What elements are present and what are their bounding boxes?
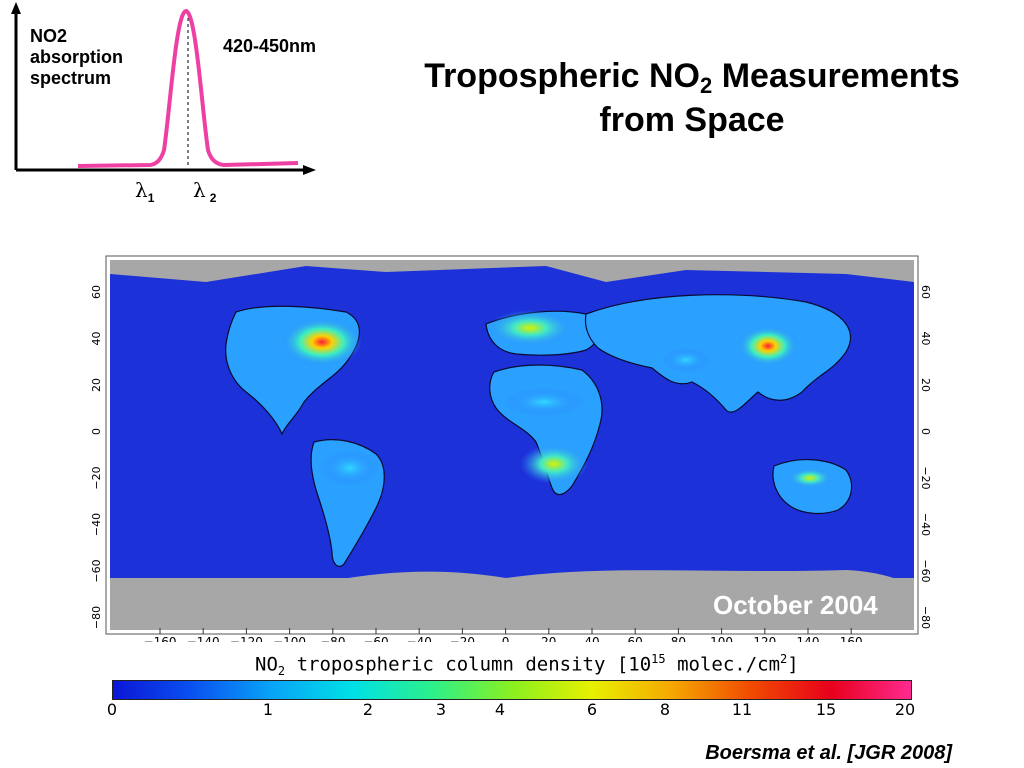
cb-title-part: ]: [787, 653, 799, 676]
longitude-tick-labels: −160 −140 −120 −100 −80 −60 −40 −20 0 20 40 60 80 100…: [144, 628, 863, 642]
y-axis-arrow-icon: [11, 2, 21, 14]
no2-world-map: −160 −140 −120 −100 −80 −60 −40 −20 0 20 40 60 80 100…: [86, 252, 936, 642]
x-axis-arrow-icon: [303, 165, 316, 175]
lon-tick-label: 140: [797, 635, 820, 642]
cb-title-part: tropospheric column density [10: [285, 653, 652, 676]
lat-tick-label: −60: [919, 559, 932, 582]
spectrum-title-line: spectrum: [30, 68, 112, 88]
wavelength-band-label: 420-450nm: [223, 36, 317, 56]
lon-tick-label: 0: [502, 635, 510, 642]
lon-tick-label: 120: [753, 635, 776, 642]
colorbar-tick-label: 15: [815, 700, 837, 719]
lat-tick-label: 20: [90, 378, 103, 392]
lambda1-label: λ1: [135, 180, 154, 209]
latitude-tick-labels-left: 60 40 20 0 −20 −40 −60 −80: [90, 285, 103, 629]
colorbar-tick-label: 4: [494, 700, 506, 719]
colorbar-tick-label: 6: [586, 700, 598, 719]
lat-tick-label: 20: [919, 378, 932, 392]
arctic-nodata-region: [110, 260, 914, 282]
colorbar-tick-label: 3: [435, 700, 447, 719]
lon-tick-label: 160: [840, 635, 863, 642]
title-text-a: Tropospheric NO: [424, 57, 701, 95]
no2-hotspots: [282, 310, 832, 488]
hotspot-india: [662, 348, 710, 372]
lon-tick-label: 60: [628, 635, 643, 642]
lat-tick-label: −80: [919, 606, 932, 629]
lat-tick-label: 60: [919, 285, 932, 299]
lat-tick-label: −40: [90, 513, 103, 536]
lon-tick-label: 20: [541, 635, 556, 642]
lon-tick-label: 100: [710, 635, 733, 642]
hotspot-central-africa: [504, 388, 584, 416]
hotspot-east-china: [738, 326, 798, 366]
hotspot-southern-africa: [520, 444, 588, 484]
antarctica-landmass: [110, 570, 914, 630]
lon-tick-label: −100: [273, 635, 306, 642]
map-canvas: −160 −140 −120 −100 −80 −60 −40 −20 0 20 40 60 80 100…: [90, 255, 932, 642]
citation: Boersma et al. [JGR 2008]: [705, 742, 952, 764]
colorbar-tick-label: 11: [731, 700, 753, 719]
title-subscript: 2: [700, 73, 713, 98]
lambda1-symbol: λ: [135, 178, 148, 202]
lat-tick-label: −80: [90, 606, 103, 629]
lat-tick-label: 40: [919, 332, 932, 346]
absorption-spectrum-plot: [11, 2, 316, 175]
cb-title-superscript: 15: [651, 652, 666, 666]
cb-title-superscript: 2: [780, 652, 788, 666]
lat-tick-label: −60: [90, 559, 103, 582]
lon-tick-label: −40: [407, 635, 432, 642]
hotspot-south-america: [320, 450, 380, 486]
lat-tick-label: 60: [90, 285, 103, 299]
lon-tick-label: 80: [671, 635, 686, 642]
month-label: October 2004: [713, 590, 878, 620]
lat-tick-label: −20: [90, 466, 103, 489]
absorption-curve: [77, 8, 299, 168]
lat-tick-label: 0: [90, 428, 103, 435]
lambda1-subscript: 1: [147, 191, 155, 205]
lat-tick-label: −20: [919, 466, 932, 489]
slide-title: Tropospheric NO2 Measurements from Space: [360, 54, 1024, 142]
lambda2-symbol: λ: [193, 178, 206, 202]
lat-tick-label: −40: [919, 513, 932, 536]
lat-tick-label: 0: [919, 428, 932, 435]
lat-tick-label: 40: [90, 332, 103, 346]
cb-title-part: NO: [255, 653, 278, 676]
lon-tick-label: −20: [450, 635, 475, 642]
lon-tick-label: −160: [144, 635, 177, 642]
title-text-b: Measurements: [712, 57, 960, 95]
asia: [584, 294, 851, 413]
spectrum-title-line: NO2: [30, 26, 68, 46]
colorbar-tick-label: 2: [362, 700, 374, 719]
colorbar-tick-label: 1: [262, 700, 274, 719]
hotspot-europe: [488, 310, 572, 346]
colorbar-tick-label: 8: [659, 700, 671, 719]
lon-tick-label: −120: [230, 635, 263, 642]
slide-title-line1: Tropospheric NO2 Measurements: [360, 54, 1024, 98]
lon-tick-label: −80: [320, 635, 345, 642]
colorbar-tick-label: 0: [106, 700, 118, 719]
cb-title-part: molec./cm: [665, 653, 781, 676]
colorbar: [112, 680, 912, 700]
spectrum-title: NO2 absorption spectrum: [30, 26, 123, 89]
hotspot-eastern-us: [282, 318, 362, 366]
hotspot-australia: [788, 468, 832, 488]
slide-title-line2: from Space: [599, 101, 785, 139]
latitude-tick-labels-right: 60 40 20 0 −20 −40 −60 −80: [919, 285, 932, 629]
lon-tick-label: −140: [187, 635, 220, 642]
cb-title-subscript: 2: [277, 664, 286, 679]
lon-tick-label: 40: [584, 635, 599, 642]
colorbar-title: NO2 tropospheric column density [1015 mo…: [255, 652, 799, 678]
lambda2-subscript: 2: [209, 191, 217, 205]
spectrum-title-line: absorption: [30, 47, 123, 67]
lon-tick-label: −60: [363, 635, 388, 642]
colorbar-tick-label: 20: [894, 700, 916, 719]
